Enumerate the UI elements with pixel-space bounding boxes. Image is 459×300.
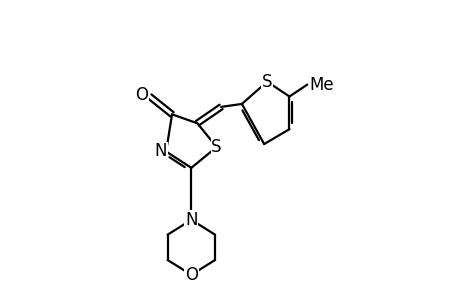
Text: O: O [134,86,148,104]
Text: N: N [154,142,167,160]
Text: N: N [185,211,197,229]
Text: S: S [261,73,272,91]
Text: O: O [185,266,197,284]
Text: Me: Me [309,76,334,94]
Text: S: S [211,138,221,156]
